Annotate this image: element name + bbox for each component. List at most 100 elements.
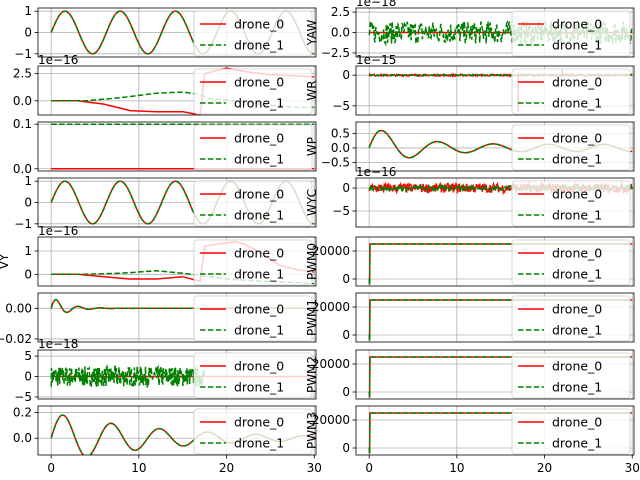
subplot-16: 20000 0 drone_0 drone_1 PWM3 0 10 20 30 bbox=[305, 405, 640, 475]
axes-frame bbox=[355, 7, 635, 58]
legend-label-drone_0: drone_0 bbox=[234, 415, 284, 430]
y-tick-label: 0.2 bbox=[13, 405, 32, 419]
legend: drone_0 drone_1 bbox=[193, 10, 313, 57]
legend-box bbox=[193, 408, 313, 455]
legend-box bbox=[193, 295, 313, 342]
y-tick-label: 0.0 bbox=[331, 26, 350, 40]
subplot-1: 1 0 −1 drone_0 drone_1 bbox=[14, 4, 317, 61]
y-tick-label: 20000 bbox=[312, 357, 350, 371]
subplot-11: 0.50.0−0.5 drone_0 drone_1 WP bbox=[305, 121, 635, 172]
subplot-12: 0 −5 drone_0 drone_1 1e−16 WYC bbox=[305, 165, 635, 228]
legend: drone_0 drone_1 bbox=[511, 68, 631, 115]
legend-label-drone_1: drone_1 bbox=[552, 267, 602, 282]
legend-box bbox=[511, 352, 631, 399]
y-tick-label: 1 bbox=[24, 244, 32, 258]
legend: drone_0 drone_1 bbox=[193, 68, 313, 115]
y-tick-label: 0.0 bbox=[13, 94, 32, 108]
subplot-14: 20000 0 drone_0 drone_1 PWM1 bbox=[305, 292, 635, 343]
y-tick-label: 0.1 bbox=[13, 117, 32, 131]
legend: drone_0 drone_1 bbox=[193, 408, 313, 455]
legend: drone_0 drone_1 bbox=[193, 239, 313, 286]
axes-frame bbox=[355, 177, 635, 228]
y-tick-label: −5 bbox=[332, 204, 350, 218]
y-tick-label: 0 bbox=[342, 328, 350, 342]
y-tick-label: 5 bbox=[24, 349, 32, 363]
legend-label-drone_1: drone_1 bbox=[552, 380, 602, 395]
offset-label: 1e−16 bbox=[38, 224, 78, 238]
legend-label-drone_0: drone_0 bbox=[552, 75, 602, 90]
legend: drone_0 drone_1 bbox=[193, 295, 313, 342]
legend: drone_0 drone_1 bbox=[511, 239, 631, 286]
y-tick-label: −0.5 bbox=[321, 155, 350, 169]
axes-frame bbox=[355, 65, 635, 116]
subplot-15: 20000 0 drone_0 drone_1 PWM2 bbox=[305, 349, 635, 400]
x-tick-label: 0 bbox=[365, 461, 373, 475]
legend-box bbox=[511, 408, 631, 455]
offset-label: 1e−18 bbox=[38, 337, 78, 351]
y-tick-label: 0 bbox=[342, 385, 350, 399]
x-tick-label: 30 bbox=[625, 461, 640, 475]
axes-frame bbox=[355, 236, 635, 287]
axes-frame bbox=[37, 177, 317, 228]
legend-label-drone_1: drone_1 bbox=[234, 38, 284, 53]
x-tick-label: 20 bbox=[219, 461, 234, 475]
legend-box bbox=[511, 239, 631, 286]
x-tick-label: 30 bbox=[307, 461, 322, 475]
series-line-drone_1 bbox=[368, 412, 633, 454]
legend-label-drone_1: drone_1 bbox=[234, 323, 284, 338]
legend: drone_0 drone_1 bbox=[511, 295, 631, 342]
y-tick-label: 0.0 bbox=[13, 431, 32, 445]
legend-label-drone_1: drone_1 bbox=[234, 436, 284, 451]
legend: drone_0 drone_1 bbox=[511, 10, 631, 57]
legend-label-drone_0: drone_0 bbox=[552, 302, 602, 317]
axes-frame bbox=[37, 405, 317, 456]
y-axis-label: PWM1 bbox=[305, 299, 319, 336]
y-tick-label: 0.0 bbox=[331, 141, 350, 155]
y-tick-label: 2.5 bbox=[331, 5, 350, 19]
legend-box bbox=[193, 68, 313, 115]
y-tick-label: 0 bbox=[24, 370, 32, 384]
legend-label-drone_0: drone_0 bbox=[552, 17, 602, 32]
legend-label-drone_0: drone_0 bbox=[234, 359, 284, 374]
series-line-drone_1 bbox=[50, 364, 206, 388]
series-line-drone_1 bbox=[51, 270, 315, 285]
legend-label-drone_0: drone_0 bbox=[234, 75, 284, 90]
y-tick-label: −1 bbox=[14, 217, 32, 231]
legend-label-drone_1: drone_1 bbox=[234, 208, 284, 223]
legend-box bbox=[511, 124, 631, 171]
legend-label-drone_1: drone_1 bbox=[552, 38, 602, 53]
legend: drone_0 drone_1 bbox=[193, 180, 313, 227]
axes-frame bbox=[37, 121, 317, 172]
y-tick-label: 20000 bbox=[312, 244, 350, 258]
legend: drone_0 drone_1 bbox=[511, 408, 631, 455]
legend-box bbox=[193, 124, 313, 171]
legend-label-drone_0: drone_0 bbox=[552, 187, 602, 202]
y-axis-label: VY bbox=[0, 253, 11, 269]
y-axis-label: WP bbox=[305, 137, 319, 156]
legend-label-drone_1: drone_1 bbox=[552, 96, 602, 111]
y-tick-label: 0 bbox=[342, 181, 350, 195]
legend-label-drone_0: drone_0 bbox=[552, 415, 602, 430]
subplot-8: 0.2 0.0 drone_0 drone_1 0 10 20 30 bbox=[13, 405, 322, 475]
axes-frame bbox=[37, 65, 317, 116]
subplot-10: 0 −5 drone_0 drone_1 1e−15 WR bbox=[305, 53, 635, 116]
offset-label: 1e−16 bbox=[38, 53, 78, 67]
subplot-4: 1 0 −1 drone_0 drone_1 bbox=[14, 174, 317, 231]
x-tick-label: 20 bbox=[537, 461, 552, 475]
y-tick-label: 0.5 bbox=[331, 127, 350, 141]
y-tick-label: −0.02 bbox=[0, 332, 32, 346]
legend-label-drone_1: drone_1 bbox=[234, 380, 284, 395]
legend-box bbox=[511, 68, 631, 115]
y-tick-label: 1 bbox=[24, 174, 32, 188]
legend-label-drone_0: drone_0 bbox=[234, 302, 284, 317]
y-tick-label: 0 bbox=[342, 441, 350, 455]
series-line-drone_1 bbox=[368, 356, 633, 398]
legend-label-drone_1: drone_1 bbox=[552, 208, 602, 223]
legend-label-drone_0: drone_0 bbox=[234, 131, 284, 146]
y-axis-label: PWM2 bbox=[305, 356, 319, 393]
legend-label-drone_0: drone_0 bbox=[552, 246, 602, 261]
legend-box bbox=[511, 295, 631, 342]
legend-box bbox=[193, 180, 313, 227]
y-tick-label: 0 bbox=[342, 272, 350, 286]
